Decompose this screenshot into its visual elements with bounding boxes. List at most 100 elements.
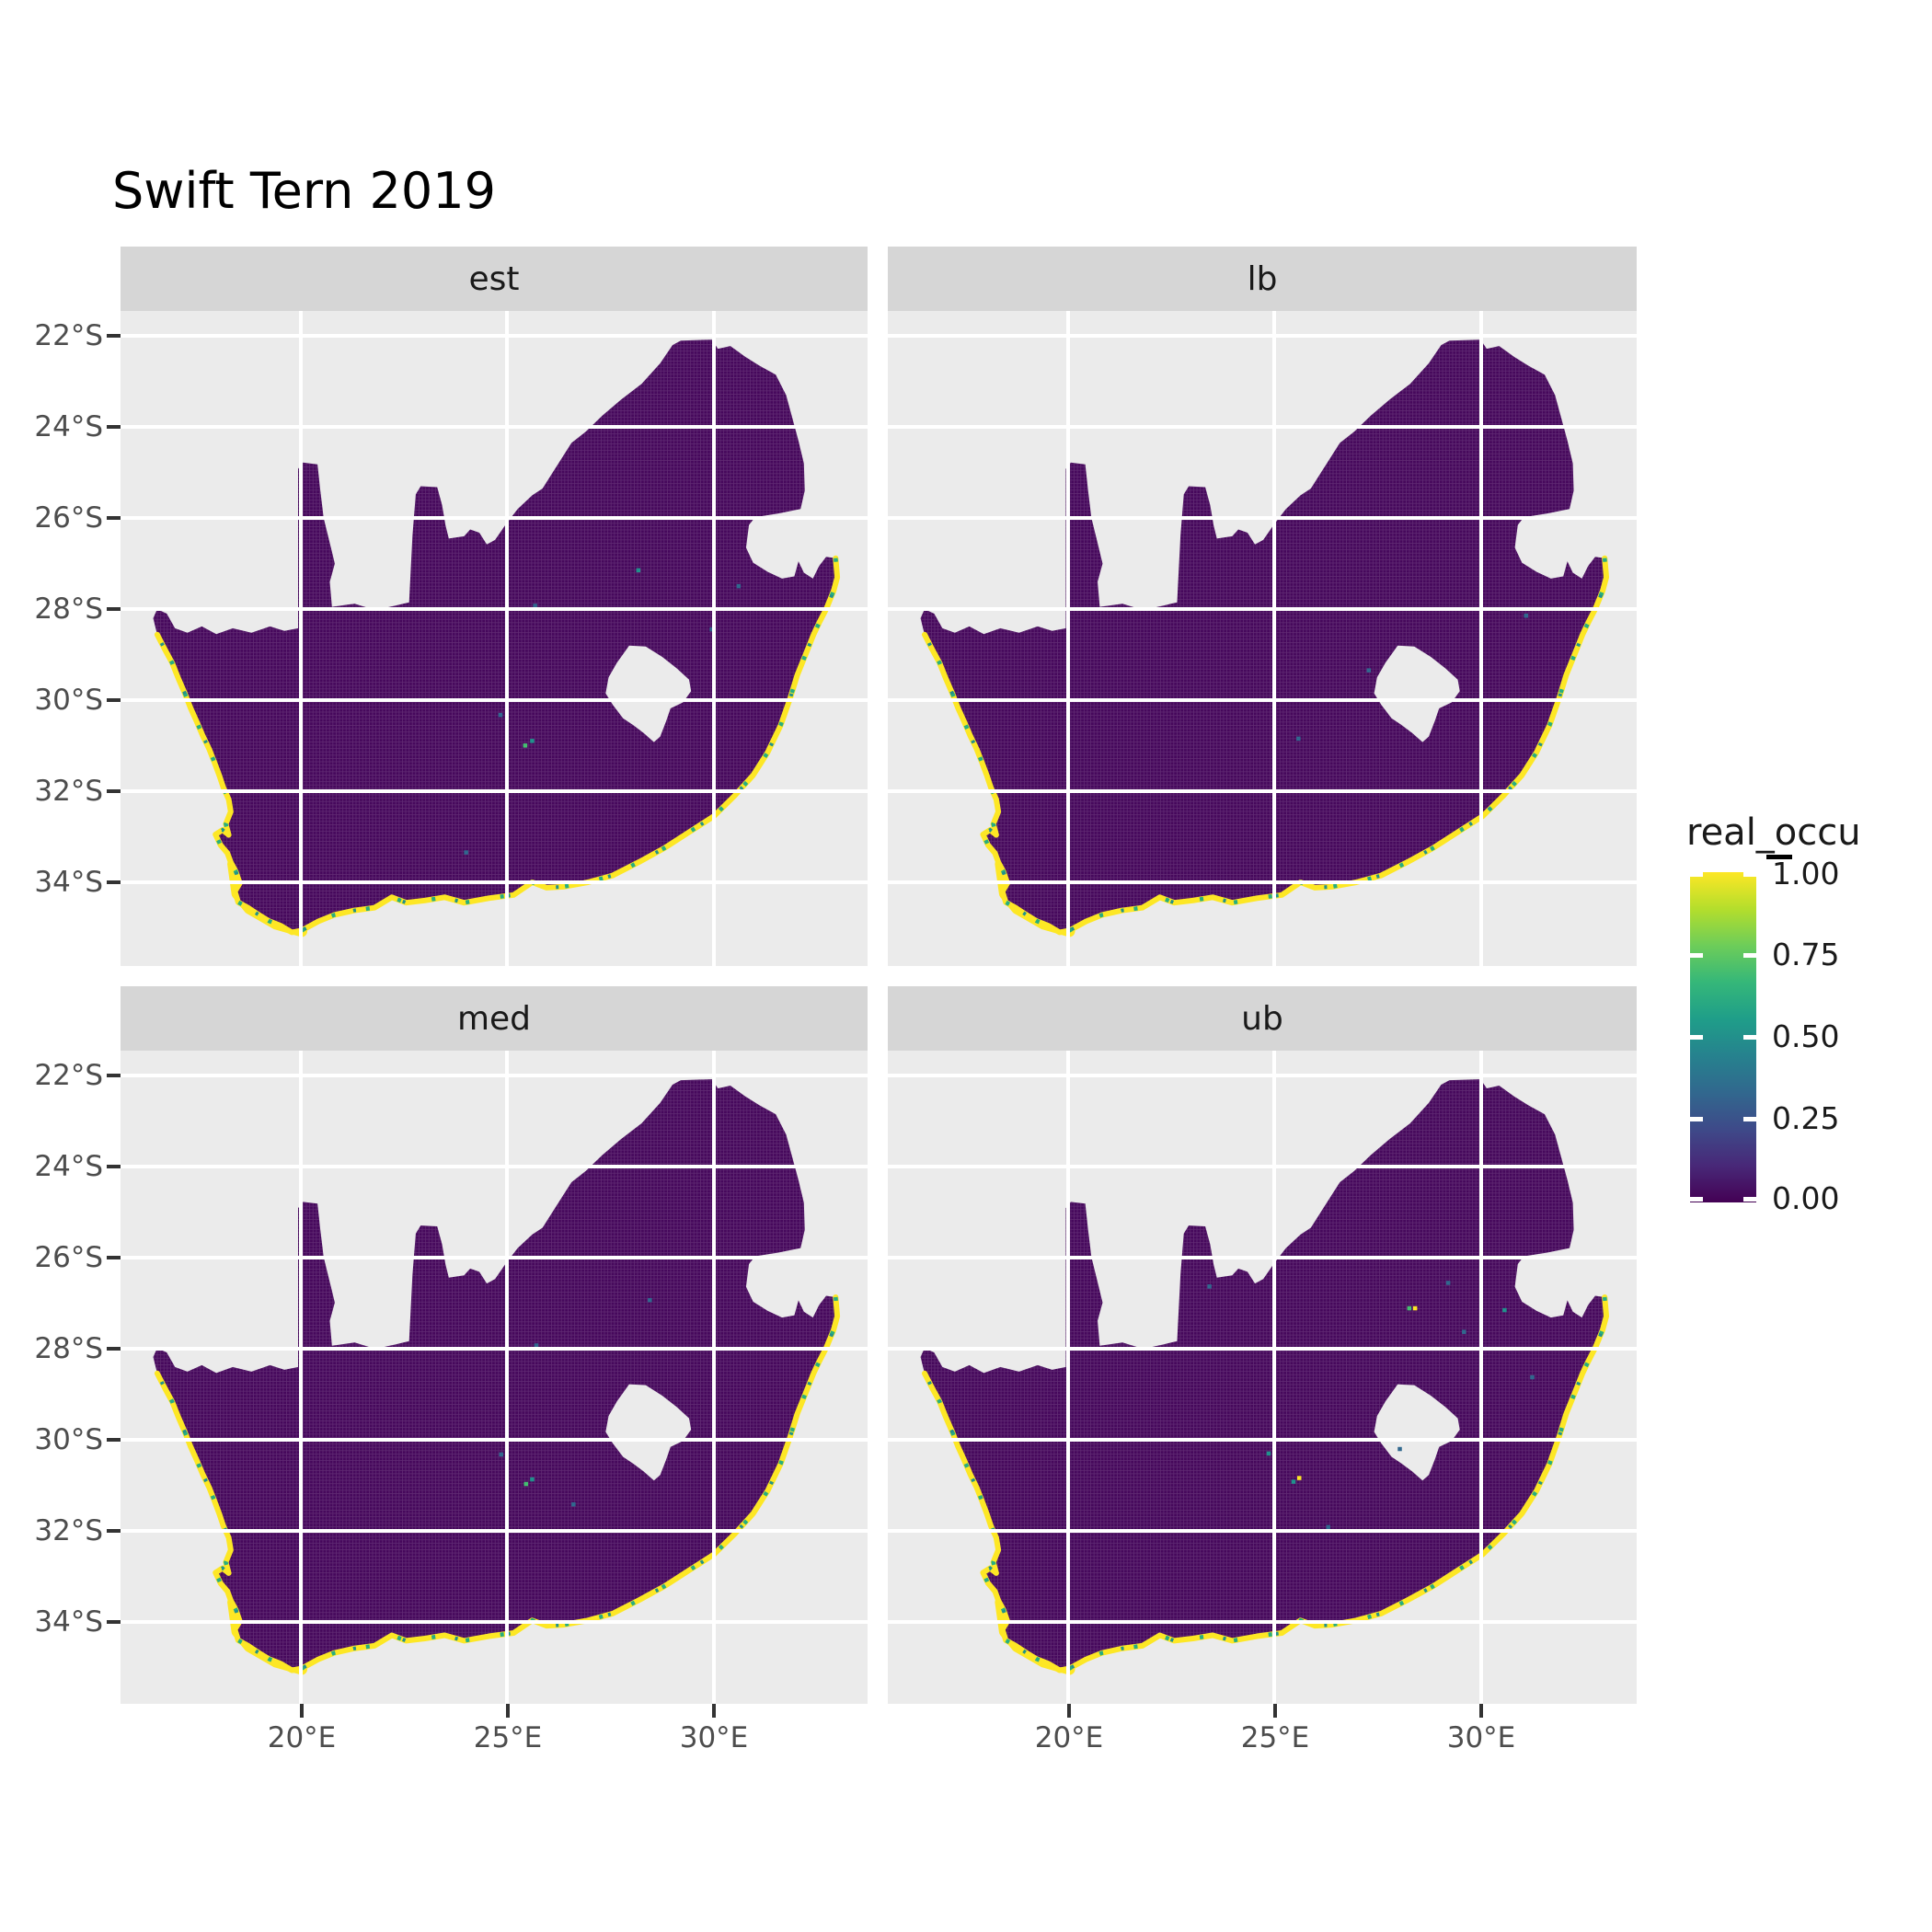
facet-strip-label: med [456, 999, 532, 1038]
y-tick-label: 22°S [34, 319, 103, 352]
gridline-horizontal [121, 1438, 868, 1442]
gridline-vertical [712, 1051, 716, 1704]
gridline-vertical [299, 311, 303, 966]
gridline-vertical [1272, 311, 1276, 966]
y-tick-mark [107, 1529, 121, 1533]
facet-strip-est: est [121, 247, 868, 311]
x-tick-mark [506, 1704, 510, 1718]
legend-tick-mark [1690, 1117, 1703, 1121]
plot-title: Swift Tern 2019 [112, 162, 496, 220]
y-tick-mark [107, 698, 121, 702]
map-panel-ub [888, 1051, 1637, 1704]
y-tick-mark [107, 1256, 121, 1259]
x-tick-mark [1273, 1704, 1277, 1718]
facet-strip-ub: ub [888, 986, 1637, 1051]
gridline-horizontal [888, 1529, 1637, 1533]
gridline-horizontal [888, 1438, 1637, 1442]
gridline-horizontal [121, 1529, 868, 1533]
gridline-horizontal [888, 1347, 1637, 1351]
gridline-horizontal [121, 1074, 868, 1077]
gridline-vertical [712, 311, 716, 966]
y-tick-mark [107, 516, 121, 520]
gridline-horizontal [121, 1165, 868, 1168]
gridline-vertical [1272, 1051, 1276, 1704]
gridline-vertical [1479, 311, 1483, 966]
gridline-vertical [1066, 311, 1070, 966]
y-tick-label: 30°S [34, 1423, 103, 1456]
y-tick-mark [107, 880, 121, 884]
gridline-horizontal [888, 1165, 1637, 1168]
x-tick-label: 25°E [473, 1721, 543, 1754]
y-tick-mark [107, 607, 121, 611]
x-tick-label: 30°E [1446, 1721, 1516, 1754]
y-tick-mark [107, 1620, 121, 1624]
gridline-horizontal [121, 516, 868, 520]
gridline-horizontal [121, 607, 868, 611]
facet-strip-label: ub [1241, 999, 1283, 1038]
y-tick-label: 26°S [34, 501, 103, 535]
facet-strip-lb: lb [888, 247, 1637, 311]
x-tick-label: 30°E [679, 1721, 749, 1754]
y-tick-label: 28°S [34, 1332, 103, 1365]
legend-label: 1.00 [1772, 856, 1840, 891]
legend-tick-mark [1743, 1197, 1756, 1202]
gridline-horizontal [888, 1620, 1637, 1624]
map-panel-med [121, 1051, 868, 1704]
y-tick-mark [107, 425, 121, 429]
x-tick-label: 20°E [267, 1721, 337, 1754]
y-tick-label: 26°S [34, 1241, 103, 1274]
legend-tick-mark [1743, 953, 1756, 958]
facet-strip-label: est [468, 259, 520, 298]
y-tick-label: 24°S [34, 1150, 103, 1183]
gridline-horizontal [888, 516, 1637, 520]
legend-label: 0.50 [1772, 1018, 1840, 1054]
map-ub [920, 1079, 1610, 1675]
gridline-vertical [1066, 1051, 1070, 1704]
y-tick-label: 30°S [34, 684, 103, 717]
y-tick-mark [107, 1165, 121, 1168]
gridline-horizontal [121, 880, 868, 884]
x-tick-mark [1479, 1704, 1483, 1718]
x-tick-label: 25°E [1240, 1721, 1310, 1754]
gridline-horizontal [888, 425, 1637, 429]
gridline-horizontal [888, 607, 1637, 611]
gridline-vertical [505, 311, 509, 966]
gridline-horizontal [888, 880, 1637, 884]
legend-tick-mark [1690, 953, 1703, 958]
legend-tick-mark [1690, 1197, 1703, 1202]
y-tick-mark [107, 1347, 121, 1351]
legend-tick-mark [1743, 1035, 1756, 1040]
facet-strip-label: lb [1247, 259, 1278, 298]
legend-title: real_occu [1686, 811, 1861, 854]
y-tick-mark [107, 334, 121, 338]
y-tick-mark [107, 1074, 121, 1077]
map-med [153, 1079, 841, 1675]
gridline-horizontal [888, 1074, 1637, 1077]
gridline-horizontal [888, 1256, 1637, 1259]
facet-strip-med: med [121, 986, 868, 1051]
gridline-horizontal [121, 1256, 868, 1259]
map-panel-lb [888, 311, 1637, 966]
x-tick-mark [712, 1704, 716, 1718]
y-tick-label: 28°S [34, 592, 103, 626]
legend-top-tick [1766, 855, 1792, 859]
legend-tick-mark [1743, 1117, 1756, 1121]
y-tick-label: 34°S [34, 866, 103, 899]
y-tick-label: 32°S [34, 775, 103, 808]
map-est [153, 339, 841, 937]
legend-label: 0.25 [1772, 1100, 1840, 1136]
y-tick-label: 32°S [34, 1514, 103, 1547]
gridline-horizontal [121, 1347, 868, 1351]
legend-tick-mark [1690, 1035, 1703, 1040]
gridline-horizontal [888, 698, 1637, 702]
map-lb [920, 339, 1610, 937]
gridline-horizontal [121, 789, 868, 793]
legend-label: 0.00 [1772, 1180, 1840, 1216]
legend-tick-mark [1743, 872, 1756, 877]
x-tick-mark [1067, 1704, 1071, 1718]
map-panel-est [121, 311, 868, 966]
gridline-vertical [1479, 1051, 1483, 1704]
legend-tick-mark [1690, 872, 1703, 877]
y-tick-label: 24°S [34, 410, 103, 443]
